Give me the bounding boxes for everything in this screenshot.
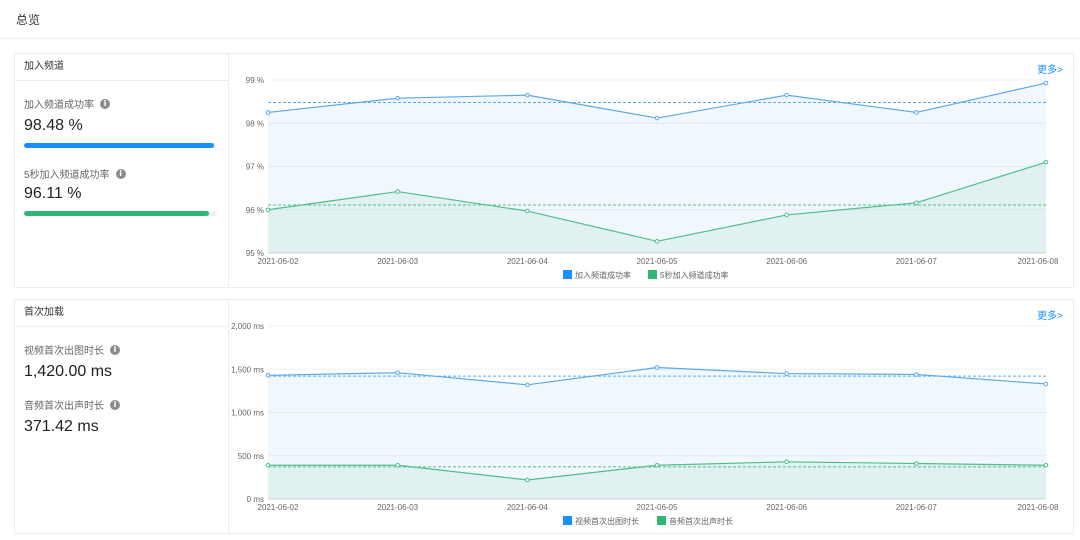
data-point[interactable]	[525, 382, 530, 388]
x-tick-label: 2021-06-04	[507, 503, 548, 512]
data-point[interactable]	[654, 239, 660, 244]
chart-legend: 加入频道成功率 5秒加入频道成功率	[563, 270, 728, 280]
join-success-rate-progress	[24, 143, 217, 148]
series-area	[268, 367, 1046, 499]
data-point[interactable]	[1043, 80, 1049, 86]
join-5s-success-rate-label-row: 5秒加入频道成功率 i	[24, 166, 126, 181]
join-channel-panel-title: 加入频道	[15, 54, 228, 81]
x-tick-label: 2021-06-03	[377, 503, 418, 512]
legend-swatch[interactable]	[657, 516, 666, 525]
join-success-rate-value: 98.48 %	[24, 117, 83, 134]
info-icon[interactable]: i	[110, 344, 120, 355]
x-tick-label: 2021-06-02	[258, 257, 299, 266]
y-tick-label: 97 %	[246, 163, 264, 172]
data-point[interactable]	[784, 371, 789, 376]
y-tick-label: 0 ms	[247, 495, 264, 504]
join-success-rate-label-row: 加入频道成功率 i	[24, 96, 110, 111]
data-point[interactable]	[784, 459, 789, 465]
join-channel-chart: 95 % 96 % 97 % 98 % 99 % 2021-06-02 2021-06-03…	[246, 76, 1059, 280]
data-point[interactable]	[914, 110, 919, 115]
x-tick-label: 2021-06-06	[766, 257, 807, 266]
data-point[interactable]	[265, 373, 271, 378]
x-tick-label: 2021-06-05	[637, 503, 678, 512]
legend-label[interactable]: 视频首次出图时长	[575, 516, 639, 526]
data-point[interactable]	[265, 110, 271, 115]
x-tick-label: 2021-06-06	[766, 503, 807, 512]
join-5s-success-rate-label: 5秒加入频道成功率	[24, 170, 110, 181]
page-title: 总览	[16, 12, 41, 27]
more-link[interactable]: 更多>	[1037, 65, 1063, 76]
join-channel-summary: 加入频道 加入频道成功率 i 98.48 % 5秒加入频道成功率 i 96.11…	[15, 54, 229, 287]
first-load-chart: 0 ms 500 ms 1,000 ms 1,500 ms 2,000 ms 2021-0…	[231, 322, 1059, 526]
data-point[interactable]	[1043, 462, 1049, 468]
more-link[interactable]: 更多>	[1037, 311, 1063, 322]
data-point[interactable]	[395, 95, 400, 101]
x-tick-label: 2021-06-04	[507, 257, 548, 266]
audio-first-sound-label-row: 音频首次出声时长 i	[24, 397, 120, 412]
data-point[interactable]	[265, 207, 271, 213]
y-tick-label: 95 %	[246, 249, 264, 258]
data-point[interactable]	[654, 365, 660, 370]
y-tick-label: 99 %	[246, 76, 264, 85]
first-load-panel: 首次加载 视频首次出图时长 i 1,420.00 ms 音频首次出声时长 i 3…	[14, 299, 1074, 534]
data-point[interactable]	[525, 477, 530, 483]
x-tick-label: 2021-06-02	[258, 503, 299, 512]
join-5s-success-rate-progress	[24, 211, 217, 216]
x-tick-label: 2021-06-08	[1018, 257, 1059, 266]
chart-legend: 视频首次出图时长 音频首次出声时长	[563, 516, 733, 526]
series-area	[268, 83, 1046, 253]
x-tick-label: 2021-06-07	[896, 503, 937, 512]
data-point[interactable]	[395, 370, 400, 376]
legend-swatch[interactable]	[563, 270, 572, 279]
y-tick-label: 96 %	[246, 206, 264, 215]
data-point[interactable]	[654, 115, 660, 121]
video-first-frame-value: 1,420.00 ms	[24, 363, 113, 380]
data-point[interactable]	[784, 212, 789, 218]
legend-swatch[interactable]	[648, 270, 657, 279]
video-first-frame-label: 视频首次出图时长	[24, 346, 104, 357]
audio-first-sound-value: 371.42 ms	[24, 418, 99, 435]
join-channel-panel: 加入频道 加入频道成功率 i 98.48 % 5秒加入频道成功率 i 96.11…	[14, 53, 1074, 288]
join-5s-success-rate-value: 96.11 %	[24, 185, 82, 202]
x-tick-label: 2021-06-03	[377, 257, 418, 266]
legend-label[interactable]: 5秒加入频道成功率	[660, 270, 728, 280]
page-header: 总览	[0, 0, 1080, 39]
join-success-rate-label: 加入频道成功率	[24, 100, 94, 111]
legend-swatch[interactable]	[563, 516, 572, 525]
x-tick-label: 2021-06-05	[637, 257, 678, 266]
series-area	[268, 162, 1046, 253]
info-icon[interactable]: i	[100, 98, 110, 109]
data-point[interactable]	[525, 92, 530, 98]
info-icon[interactable]: i	[110, 399, 120, 410]
data-point[interactable]	[654, 462, 660, 468]
first-load-panel-title: 首次加载	[15, 300, 228, 327]
data-point[interactable]	[914, 200, 919, 206]
data-point[interactable]	[914, 461, 919, 466]
data-point[interactable]	[914, 372, 919, 377]
info-icon[interactable]: i	[115, 168, 126, 179]
video-first-frame-label-row: 视频首次出图时长 i	[24, 342, 120, 357]
first-load-summary: 首次加载 视频首次出图时长 i 1,420.00 ms 音频首次出声时长 i 3…	[15, 300, 229, 533]
y-tick-label: 1,500 ms	[231, 365, 264, 374]
join-success-rate-progress-fill	[24, 143, 215, 148]
y-tick-label: 500 ms	[238, 452, 264, 461]
data-point[interactable]	[1043, 381, 1049, 387]
y-tick-label: 1,000 ms	[231, 409, 264, 418]
x-tick-label: 2021-06-08	[1018, 503, 1059, 512]
data-point[interactable]	[784, 92, 789, 98]
data-point[interactable]	[1043, 159, 1049, 165]
join-5s-success-rate-progress-fill	[24, 211, 210, 216]
legend-label[interactable]: 加入频道成功率	[575, 270, 631, 280]
data-point[interactable]	[395, 462, 400, 468]
audio-first-sound-label: 音频首次出声时长	[24, 401, 104, 412]
legend-label[interactable]: 音频首次出声时长	[669, 516, 733, 526]
series-area	[268, 461, 1046, 499]
y-tick-label: 2,000 ms	[231, 322, 264, 331]
data-point[interactable]	[265, 462, 271, 468]
data-point[interactable]	[395, 189, 400, 194]
x-tick-label: 2021-06-07	[896, 257, 937, 266]
data-point[interactable]	[525, 208, 530, 214]
y-tick-label: 98 %	[246, 119, 264, 128]
